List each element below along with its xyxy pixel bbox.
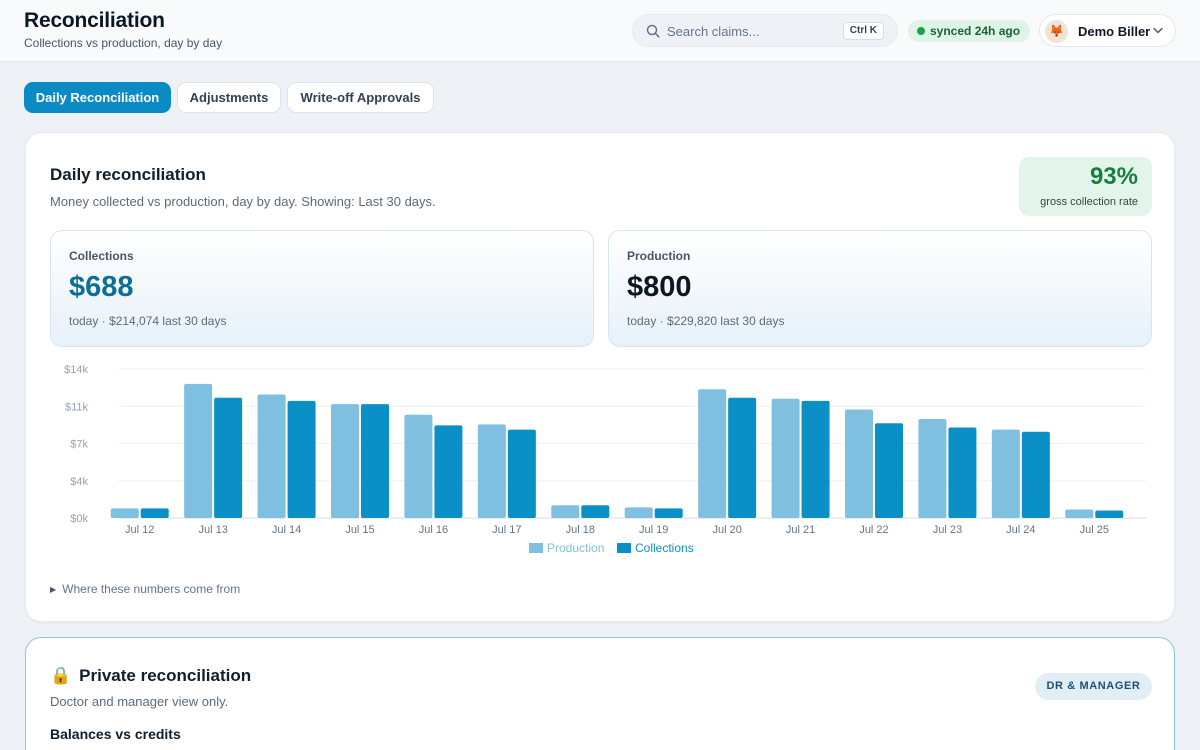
x-tick-label: Jul 25	[1080, 524, 1109, 536]
x-tick-label: Jul 19	[639, 524, 668, 536]
private-reconciliation-card: 🔒 Private reconciliation Doctor and manag…	[25, 637, 1175, 750]
production-stat-card: Production $800 today · $229,820 last 30…	[608, 230, 1152, 347]
page-subtitle: Collections vs production, day by day	[24, 36, 223, 50]
card-subtitle: Money collected vs production, day by da…	[50, 194, 436, 209]
legend-label-collections: Collections	[635, 541, 694, 555]
triangle-right-icon: ▶	[50, 585, 57, 594]
y-tick-label: $11k	[65, 401, 89, 413]
chevron-down-icon	[1153, 27, 1163, 34]
sync-status-text: synced 24h ago	[930, 24, 1021, 38]
collections-bar	[140, 508, 169, 518]
user-menu-button[interactable]: 🦊 Demo Biller	[1039, 14, 1176, 47]
y-tick-label: $4k	[70, 476, 88, 488]
x-tick-label: Jul 18	[566, 524, 595, 536]
production-bar	[991, 429, 1020, 518]
x-tick-label: Jul 21	[786, 524, 815, 536]
production-foot: today · $229,820 last 30 days	[627, 314, 785, 328]
collections-bar	[728, 397, 757, 518]
search-input[interactable]: Search claims... Ctrl K	[632, 14, 898, 47]
production-bar	[184, 383, 213, 518]
sync-status-badge: synced 24h ago	[908, 20, 1031, 42]
collections-bar	[214, 397, 243, 518]
sync-dot-icon	[917, 27, 925, 35]
private-card-title: 🔒 Private reconciliation	[50, 666, 251, 686]
production-bar	[551, 505, 580, 518]
x-tick-label: Jul 23	[933, 524, 962, 536]
production-bar	[845, 409, 873, 518]
daily-reconciliation-card: Daily reconciliation Money collected vs …	[25, 132, 1175, 622]
details-toggle-label: Where these numbers come from	[62, 582, 241, 596]
production-bar	[698, 389, 727, 518]
production-bar	[477, 424, 506, 518]
private-card-title-text: Private reconciliation	[79, 666, 252, 685]
collections-bar	[507, 429, 536, 518]
y-tick-label: $14k	[64, 364, 88, 376]
collection-rate-label: gross collection rate	[1040, 196, 1138, 208]
collections-bar	[1095, 510, 1124, 518]
production-bar	[1065, 509, 1094, 518]
collections-bar	[654, 508, 683, 518]
collections-foot: today · $214,074 last 30 days	[69, 314, 227, 328]
tab-daily-reconciliation[interactable]: Daily Reconciliation	[24, 82, 171, 113]
collections-bar	[1021, 431, 1050, 518]
production-bar	[110, 508, 139, 518]
details-toggle[interactable]: ▶ Where these numbers come from	[50, 582, 240, 596]
search-shortcut-hint: Ctrl K	[842, 22, 884, 40]
production-value: $800	[627, 271, 692, 303]
balances-heading: Balances vs credits	[50, 726, 181, 742]
legend-label-production: Production	[547, 541, 604, 555]
collections-bar	[801, 400, 830, 518]
collections-bar	[287, 400, 316, 518]
production-label: Production	[627, 249, 691, 263]
x-tick-label: Jul 13	[198, 524, 227, 536]
production-bar	[331, 404, 359, 518]
user-name: Demo Biller	[1078, 24, 1151, 39]
collections-value: $688	[69, 271, 134, 303]
collections-bar	[361, 404, 389, 518]
collections-bar	[948, 427, 977, 518]
collections-legend-swatch	[617, 543, 631, 553]
production-bar	[624, 507, 653, 518]
y-tick-label: $7k	[70, 439, 88, 451]
collections-bar	[581, 505, 610, 518]
role-badge: DR & MANAGER	[1035, 673, 1152, 700]
collections-stat-card: Collections $688 today · $214,074 last 3…	[50, 230, 594, 347]
search-placeholder: Search claims...	[667, 24, 760, 39]
x-tick-label: Jul 15	[345, 524, 374, 536]
production-legend-swatch	[529, 543, 543, 553]
collection-rate-value: 93%	[1089, 163, 1138, 190]
x-tick-label: Jul 20	[712, 524, 741, 536]
lock-icon: 🔒	[50, 666, 72, 685]
x-tick-label: Jul 16	[419, 524, 448, 536]
x-tick-label: Jul 14	[272, 524, 301, 536]
private-card-subtitle: Doctor and manager view only.	[50, 694, 229, 709]
avatar: 🦊	[1045, 20, 1068, 43]
tab-adjustments[interactable]: Adjustments	[177, 82, 281, 113]
collections-bar	[875, 423, 903, 518]
production-bar	[404, 414, 433, 518]
x-tick-label: Jul 22	[859, 524, 888, 536]
x-tick-label: Jul 24	[1006, 524, 1035, 536]
page-title: Reconciliation	[24, 9, 165, 32]
y-tick-label: $0k	[70, 513, 88, 525]
collection-rate-badge: 93% gross collection rate	[1019, 157, 1152, 216]
production-bar	[918, 419, 947, 518]
collections-bar	[434, 425, 463, 518]
daily-reconciliation-chart: $0k $4k $7k $11k $14k Jul 12 Jul 13 Jul 14 Jul 1…	[64, 364, 1146, 555]
card-title: Daily reconciliation	[50, 165, 206, 184]
production-bar	[257, 394, 286, 518]
x-tick-label: Jul 17	[492, 524, 521, 536]
top-bar: Reconciliation Collections vs production…	[0, 0, 1200, 62]
collections-label: Collections	[69, 249, 134, 263]
x-tick-label: Jul 12	[125, 524, 154, 536]
search-icon	[646, 24, 660, 38]
production-bar	[771, 398, 800, 518]
tab-write-off-approvals[interactable]: Write-off Approvals	[287, 82, 434, 113]
